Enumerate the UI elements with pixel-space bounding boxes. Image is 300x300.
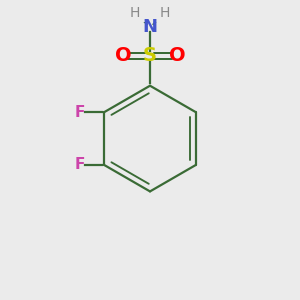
Text: N: N xyxy=(142,18,158,36)
Text: H: H xyxy=(130,5,140,20)
Text: F: F xyxy=(75,105,85,120)
Text: H: H xyxy=(160,5,170,20)
Text: S: S xyxy=(143,46,157,65)
Text: O: O xyxy=(115,46,131,65)
Text: O: O xyxy=(169,46,185,65)
Text: F: F xyxy=(75,158,85,172)
